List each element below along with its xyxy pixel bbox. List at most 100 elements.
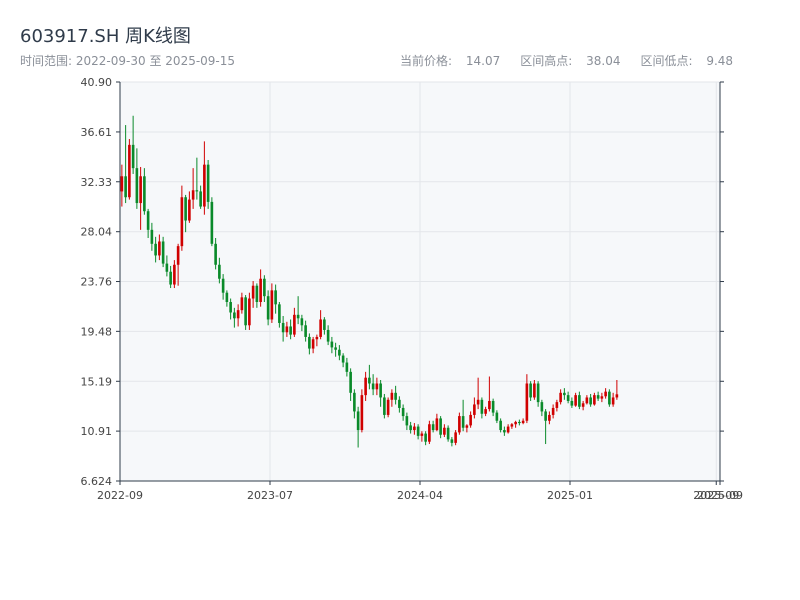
y-tick-label: 15.19: [81, 375, 113, 388]
candle-body: [124, 176, 127, 198]
candle-body: [210, 201, 214, 244]
candle-body: [555, 402, 559, 408]
candle-body: [338, 349, 341, 356]
candle-body: [503, 430, 506, 433]
candle: [248, 292, 251, 330]
candle: [443, 424, 446, 438]
range-low-value: 9.48: [706, 54, 734, 68]
current-price-stat: 当前价格: 14.07: [400, 54, 510, 68]
y-tick-label: 23.76: [81, 276, 113, 289]
candle-body: [203, 164, 206, 207]
candle: [491, 398, 495, 417]
candle-body: [135, 168, 139, 204]
candle: [203, 141, 206, 215]
candle-body: [480, 399, 484, 414]
candle: [454, 430, 457, 446]
candle: [570, 397, 574, 408]
candle-body: [206, 164, 210, 202]
candle: [409, 421, 412, 434]
candle: [536, 381, 540, 407]
candle-body: [394, 392, 397, 400]
candle: [206, 159, 210, 209]
candle-body: [544, 411, 547, 421]
candle: [364, 371, 367, 401]
range-high-value: 38.04: [586, 54, 621, 68]
range-separator: 至: [149, 54, 162, 68]
candle: [191, 168, 195, 209]
candle-body: [491, 400, 495, 413]
candle-body: [195, 190, 199, 192]
candle-body: [416, 426, 420, 436]
candle-body: [255, 285, 259, 303]
candle-body: [420, 433, 424, 436]
candle: [154, 236, 157, 263]
candle: [315, 334, 319, 347]
candle-body: [251, 285, 255, 299]
candle-body: [173, 264, 176, 285]
candle: [184, 194, 187, 233]
candle-body: [578, 395, 581, 407]
candle-body: [368, 377, 371, 384]
candle: [233, 307, 236, 328]
candle-body: [326, 329, 330, 342]
candle: [131, 115, 135, 174]
candle-body: [461, 416, 465, 428]
candle-body: [221, 278, 225, 293]
candle: [510, 423, 514, 429]
y-tick-label: 19.48: [81, 325, 113, 338]
candle-body: [589, 397, 592, 405]
candle: [394, 385, 397, 405]
candle-body: [386, 399, 390, 415]
candle: [341, 353, 345, 368]
candle: [521, 418, 525, 425]
candle-body: [158, 241, 161, 256]
candle-body: [450, 439, 454, 443]
candle-body: [315, 336, 319, 340]
candle-body: [161, 241, 165, 264]
candle-body: [236, 310, 240, 319]
current-price-label: 当前价格:: [400, 54, 453, 68]
candle-body: [540, 402, 544, 412]
candle-body: [214, 243, 217, 265]
candle: [476, 377, 480, 410]
candle: [218, 257, 221, 284]
candle: [450, 437, 454, 447]
candle-body: [473, 404, 476, 415]
candle-body: [510, 424, 514, 427]
candle: [401, 404, 405, 421]
candle: [221, 274, 225, 300]
candle-body: [218, 264, 221, 279]
candle: [469, 411, 472, 428]
candle-body: [604, 391, 607, 397]
candle: [371, 374, 375, 396]
y-tick-labels: 6.624 10.91 15.19 19.48 23.76 28.04 32.33 36.61…: [81, 76, 724, 488]
candle-body: [398, 399, 401, 408]
candle-body: [304, 325, 307, 337]
candle-body: [465, 425, 469, 428]
candle: [139, 166, 142, 230]
start-date: 2022-09-30: [75, 54, 146, 68]
candle: [274, 284, 277, 314]
candle-body: [364, 377, 367, 396]
candle: [589, 393, 592, 407]
x-tick-label: 2022-09: [97, 489, 143, 502]
candle-body: [233, 312, 236, 319]
candle-body: [296, 314, 300, 319]
y-tick-label: 6.624: [81, 475, 113, 488]
candle: [540, 399, 544, 417]
candle: [611, 392, 615, 407]
candle-body: [120, 176, 124, 192]
candle: [533, 380, 536, 400]
candle: [158, 234, 161, 261]
candle: [251, 281, 255, 308]
y-tick-label: 10.91: [81, 425, 113, 438]
y-tick-label: 32.33: [81, 176, 113, 189]
candle: [503, 426, 506, 436]
candle: [581, 400, 585, 411]
candle: [319, 310, 322, 340]
end-date: 2025-09-15: [165, 54, 236, 68]
candle-body: [596, 395, 600, 399]
candle-body: [371, 383, 375, 390]
candle: [285, 321, 289, 337]
candle: [345, 357, 349, 377]
